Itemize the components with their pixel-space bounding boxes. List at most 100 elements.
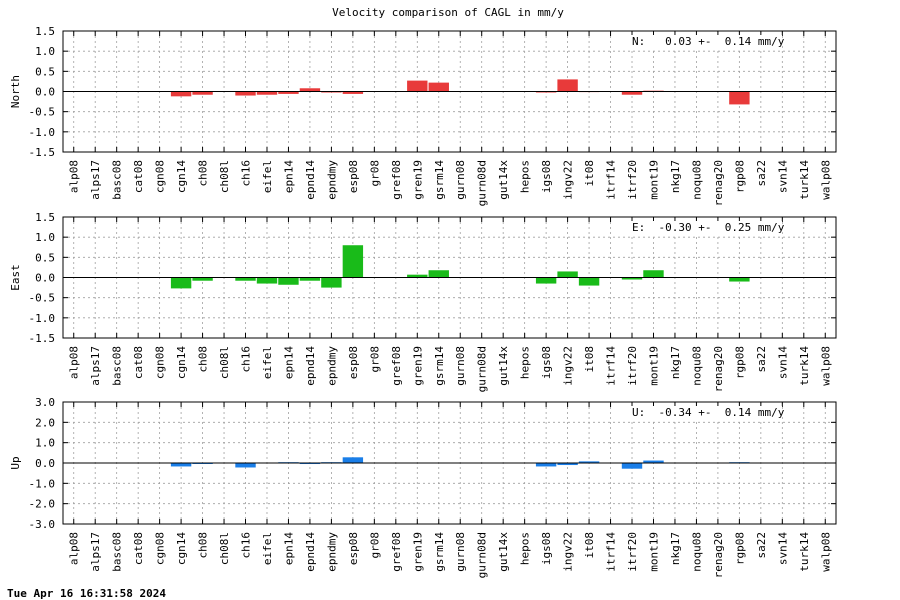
x-tick-label: gurn08 <box>454 160 467 200</box>
y-tick-label: 1.5 <box>35 25 55 38</box>
bar-ch08 <box>192 91 213 95</box>
y-tick-label: 0.0 <box>35 457 55 470</box>
x-tick-label: renag20 <box>712 346 725 392</box>
x-tick-label: ch08l <box>218 346 231 379</box>
x-tick-label: epnd14 <box>304 160 317 200</box>
x-tick-label: hepos <box>519 532 532 565</box>
plot-frame <box>62 401 837 525</box>
y-tick-label: -1.0 <box>29 477 56 490</box>
bar-ch08 <box>192 277 213 281</box>
bar-epnd14 <box>299 277 321 281</box>
x-tick-label: itrf20 <box>626 160 639 200</box>
x-tick-label: mont19 <box>647 346 660 386</box>
x-tick-label: cat08 <box>132 532 145 565</box>
y-tick-label: -0.5 <box>29 106 56 119</box>
x-tick-label: hepos <box>519 160 532 193</box>
x-tick-label: turk14 <box>798 346 811 386</box>
bar-ingv22 <box>557 79 578 92</box>
bar-eifel <box>256 277 278 284</box>
x-tick-label: gren19 <box>411 160 424 200</box>
annotation: U: -0.34 +- 0.14 mm/y <box>632 406 785 419</box>
x-tick-label: alps17 <box>89 346 102 386</box>
y-tick-label: 2.0 <box>35 416 55 429</box>
x-tick-label: ingv22 <box>562 346 575 386</box>
x-tick-label: alp08 <box>68 346 81 379</box>
x-tick-label: gurn08d <box>476 532 489 578</box>
x-tick-label: cgn14 <box>175 346 188 379</box>
panel-up: 3.0 2.0 1.0 0.0 -1.0 -2.0 -3.0 alp08 alps17 basc0… <box>9 396 837 578</box>
bar-cgn14 <box>170 463 192 467</box>
bar-rgp08 <box>729 277 750 282</box>
x-tick-label: renag20 <box>712 532 725 578</box>
timestamp: Tue Apr 16 16:31:58 2024 <box>7 587 166 600</box>
bar-cgn14 <box>170 91 192 97</box>
y-tick-label: 0.0 <box>35 86 55 99</box>
x-tick-label: gurn08 <box>454 532 467 572</box>
x-tick-label: itrf14 <box>605 532 618 572</box>
annotation-bg <box>627 406 782 419</box>
x-tick-label: ch08l <box>218 532 231 565</box>
bar-epn14 <box>278 277 299 285</box>
y-tick-label: 0.5 <box>35 65 55 78</box>
y-tick-label: -2.0 <box>29 498 56 511</box>
x-tick-label: gurn08d <box>476 346 489 392</box>
bar-esp08 <box>342 457 364 463</box>
bar-ch16 <box>235 91 256 96</box>
x-tick-label: gren19 <box>411 346 424 386</box>
x-tick-label: gren19 <box>411 532 424 572</box>
x-tick-label: alps17 <box>89 532 102 572</box>
y-tick-label: 3.0 <box>35 396 55 409</box>
x-tick-label: gurn08 <box>454 346 467 386</box>
x-tick-label: cgn08 <box>154 160 167 193</box>
y-tick-label: -1.5 <box>29 332 56 345</box>
x-tick-label: alps17 <box>89 160 102 200</box>
x-tick-label: itrf14 <box>605 346 618 386</box>
annotation-bg <box>627 35 782 48</box>
bar-itrf20 <box>621 277 643 280</box>
x-tick-label: cgn14 <box>175 160 188 193</box>
x-tick-label: esp08 <box>347 346 360 379</box>
x-tick-label: epndmy <box>325 160 338 200</box>
x-tick-label: svn14 <box>776 160 789 193</box>
y-axis-label: East <box>9 264 22 291</box>
y-tick-label: 1.0 <box>35 45 55 58</box>
bar-mont19 <box>643 460 664 463</box>
x-tick-label: cat08 <box>132 160 145 193</box>
y-tick-label: 1.0 <box>35 437 55 450</box>
x-tick-label: igs08 <box>540 346 553 379</box>
x-tick-label: mont19 <box>647 532 660 572</box>
x-tick-label: turk14 <box>798 160 811 200</box>
x-tick-label: it08 <box>583 160 596 187</box>
panel-east: 1.5 1.0 0.5 0.0 -0.5 -1.0 -1.5 alp08 alps17 basc0… <box>9 211 837 392</box>
x-tick-label: ingv22 <box>562 532 575 572</box>
x-tick-label: esp08 <box>347 160 360 193</box>
x-tick-label: sa22 <box>755 160 768 187</box>
panel-north: 1.5 1.0 0.5 0.0 -0.5 -1.0 -1.5 alp08 alps17 basc0… <box>9 25 837 206</box>
bar-eifel <box>256 91 278 95</box>
x-tick-label: ch16 <box>240 346 253 373</box>
y-tick-label: 1.0 <box>35 231 55 244</box>
x-tick-label: turk14 <box>798 532 811 572</box>
bar-itrf20 <box>621 463 643 469</box>
x-tick-label: gr08 <box>368 532 381 559</box>
x-tick-label: gut14x <box>497 160 510 200</box>
bar-itrf20 <box>621 91 643 95</box>
x-tick-label: gref08 <box>390 532 403 572</box>
x-tick-label: ch16 <box>240 532 253 559</box>
bar-igs08 <box>535 277 557 284</box>
x-tick-label: renag20 <box>712 160 725 206</box>
x-tick-label: epnd14 <box>304 346 317 386</box>
y-tick-label: 0.0 <box>35 272 55 285</box>
bar-epnd14 <box>299 463 321 465</box>
x-tick-label: gsrm14 <box>433 346 446 386</box>
x-tick-label: mont19 <box>647 160 660 200</box>
x-tick-label: it08 <box>583 532 596 559</box>
bar-ch16 <box>235 463 256 468</box>
x-tick-label: gsrm14 <box>433 160 446 200</box>
y-axis-label: North <box>9 75 22 108</box>
bar-gren19 <box>407 80 428 92</box>
bar-esp08 <box>342 91 364 94</box>
x-tick-label: epn14 <box>282 532 295 565</box>
y-axis-label: Up <box>9 456 22 469</box>
y-tick-label: -1.5 <box>29 146 56 159</box>
